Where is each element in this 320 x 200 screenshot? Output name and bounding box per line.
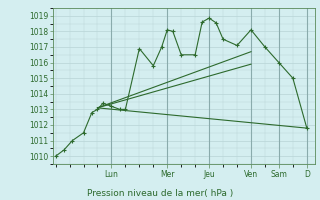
Text: Pression niveau de la mer( hPa ): Pression niveau de la mer( hPa ): [87, 189, 233, 198]
